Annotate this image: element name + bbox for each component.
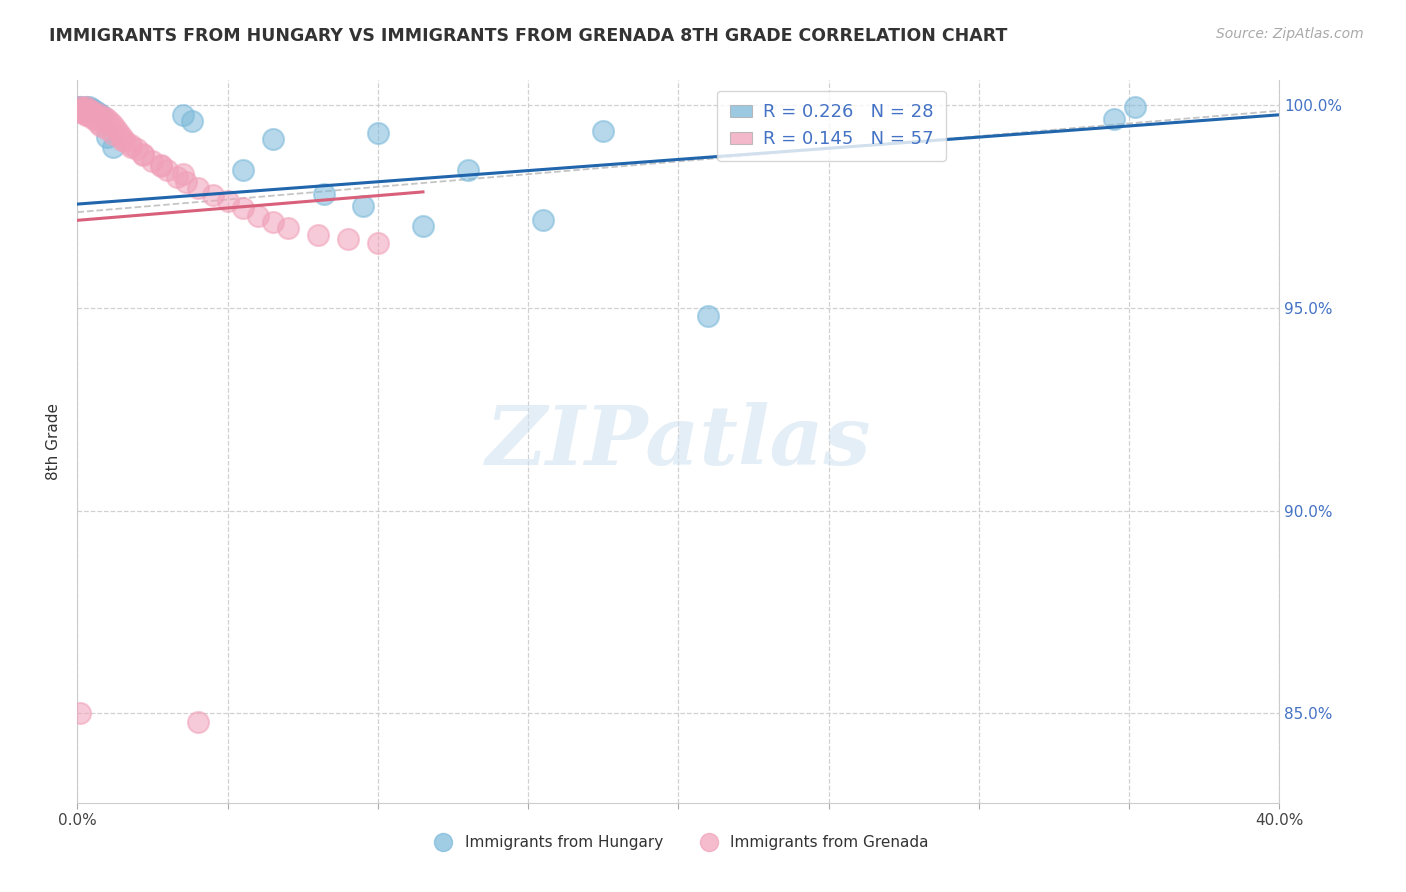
Point — [82, 109, 104, 123]
Point — [531, 213, 554, 227]
Point — [232, 162, 254, 177]
Point — [96, 130, 118, 145]
Point — [100, 114, 122, 128]
Point — [103, 140, 125, 154]
Point — [277, 221, 299, 235]
Point — [336, 231, 359, 245]
Point — [93, 110, 115, 124]
Point — [84, 112, 107, 126]
Point — [79, 108, 101, 122]
Point — [87, 113, 110, 128]
Point — [186, 181, 209, 195]
Point — [90, 111, 112, 125]
Point — [87, 116, 110, 130]
Point — [412, 219, 434, 234]
Point — [174, 175, 197, 189]
Point — [90, 108, 112, 122]
Point — [75, 100, 97, 114]
Point — [141, 154, 163, 169]
Point — [262, 132, 284, 146]
Point — [96, 112, 118, 126]
Point — [79, 104, 101, 119]
Y-axis label: 8th Grade: 8th Grade — [46, 403, 62, 480]
Point — [75, 103, 97, 118]
Point — [69, 100, 91, 114]
Point — [312, 186, 335, 201]
Point — [82, 102, 104, 116]
Point — [79, 103, 101, 117]
Text: ZIPatlas: ZIPatlas — [485, 401, 872, 482]
Point — [75, 100, 97, 114]
Point — [127, 142, 149, 156]
Point — [457, 162, 479, 177]
Point — [79, 100, 101, 114]
Point — [82, 111, 104, 125]
Point — [69, 100, 91, 114]
Point — [72, 105, 94, 120]
Point — [120, 140, 142, 154]
Point — [246, 209, 269, 223]
Point — [114, 134, 136, 148]
Point — [87, 105, 110, 120]
Point — [307, 227, 329, 242]
Point — [87, 106, 110, 120]
Point — [172, 168, 194, 182]
Point — [166, 169, 188, 184]
Text: IMMIGRANTS FROM HUNGARY VS IMMIGRANTS FROM GRENADA 8TH GRADE CORRELATION CHART: IMMIGRANTS FROM HUNGARY VS IMMIGRANTS FR… — [49, 27, 1008, 45]
Point — [82, 103, 104, 118]
Point — [592, 124, 614, 138]
Point — [105, 122, 128, 136]
Point — [180, 114, 202, 128]
Point — [232, 201, 254, 215]
Point — [132, 148, 155, 162]
Point — [1123, 100, 1146, 114]
Point — [217, 194, 239, 209]
Point — [367, 126, 389, 140]
Point — [72, 103, 94, 117]
Point — [201, 187, 224, 202]
Point — [103, 118, 125, 132]
Point — [697, 309, 720, 323]
Point — [156, 163, 179, 178]
Point — [352, 199, 374, 213]
Point — [132, 147, 155, 161]
Point — [172, 108, 194, 122]
Point — [367, 235, 389, 250]
Legend: Immigrants from Hungary, Immigrants from Grenada: Immigrants from Hungary, Immigrants from… — [422, 830, 935, 856]
Point — [72, 101, 94, 115]
Point — [75, 103, 97, 117]
Point — [150, 158, 173, 172]
Point — [90, 119, 112, 133]
Point — [69, 100, 91, 114]
Point — [75, 108, 97, 122]
Point — [103, 127, 125, 141]
Text: Source: ZipAtlas.com: Source: ZipAtlas.com — [1216, 27, 1364, 41]
Point — [262, 215, 284, 229]
Point — [84, 108, 107, 122]
Point — [120, 138, 142, 153]
Point — [150, 159, 173, 173]
Point — [69, 103, 91, 118]
Point — [108, 126, 131, 140]
Point — [72, 102, 94, 116]
Point — [84, 103, 107, 118]
Point — [72, 103, 94, 118]
Point — [69, 706, 91, 721]
Point — [75, 106, 97, 120]
Point — [111, 133, 134, 147]
Point — [111, 130, 134, 145]
Point — [1102, 112, 1125, 126]
Point — [96, 122, 118, 136]
Point — [72, 103, 94, 117]
Point — [186, 714, 209, 729]
